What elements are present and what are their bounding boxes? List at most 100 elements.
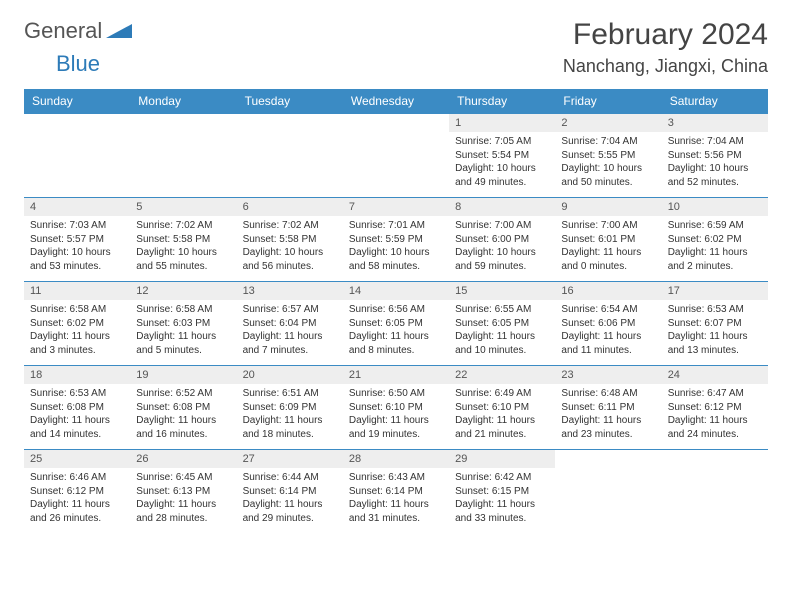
daynum-cell: 28 xyxy=(343,450,449,469)
daylight-line: Daylight: 11 hours and 3 minutes. xyxy=(30,330,124,357)
daylight-line: Daylight: 11 hours and 13 minutes. xyxy=(668,330,762,357)
daynum-cell: 9 xyxy=(555,198,661,217)
sunset-line: Sunset: 5:55 PM xyxy=(561,149,655,163)
daylight-line: Daylight: 10 hours and 56 minutes. xyxy=(243,246,337,273)
sunset-line: Sunset: 6:04 PM xyxy=(243,317,337,331)
sunset-line: Sunset: 6:08 PM xyxy=(30,401,124,415)
daylight-line: Daylight: 11 hours and 23 minutes. xyxy=(561,414,655,441)
day-header-thursday: Thursday xyxy=(449,89,555,114)
daylight-line: Daylight: 11 hours and 29 minutes. xyxy=(243,498,337,525)
day-header-friday: Friday xyxy=(555,89,661,114)
daylight-line: Daylight: 11 hours and 11 minutes. xyxy=(561,330,655,357)
daynum-cell: 2 xyxy=(555,114,661,133)
empty-daynum-cell xyxy=(662,450,768,469)
day-detail-cell: Sunrise: 6:54 AMSunset: 6:06 PMDaylight:… xyxy=(555,300,661,366)
day-detail-cell: Sunrise: 6:49 AMSunset: 6:10 PMDaylight:… xyxy=(449,384,555,450)
daynum-cell: 3 xyxy=(662,114,768,133)
sunrise-line: Sunrise: 6:52 AM xyxy=(136,387,230,401)
daynum-cell: 6 xyxy=(237,198,343,217)
sunset-line: Sunset: 6:05 PM xyxy=(455,317,549,331)
sunset-line: Sunset: 6:13 PM xyxy=(136,485,230,499)
daylight-line: Daylight: 11 hours and 2 minutes. xyxy=(668,246,762,273)
week-detail-row: Sunrise: 6:46 AMSunset: 6:12 PMDaylight:… xyxy=(24,468,768,533)
sunset-line: Sunset: 6:09 PM xyxy=(243,401,337,415)
week-daynum-row: 2526272829 xyxy=(24,450,768,469)
daynum-cell: 12 xyxy=(130,282,236,301)
month-title: February 2024 xyxy=(563,18,768,52)
daylight-line: Daylight: 10 hours and 49 minutes. xyxy=(455,162,549,189)
daynum-cell: 5 xyxy=(130,198,236,217)
daylight-line: Daylight: 11 hours and 10 minutes. xyxy=(455,330,549,357)
daynum-cell: 20 xyxy=(237,366,343,385)
calendar-table: SundayMondayTuesdayWednesdayThursdayFrid… xyxy=(24,89,768,533)
sunset-line: Sunset: 6:14 PM xyxy=(243,485,337,499)
week-daynum-row: 123 xyxy=(24,114,768,133)
sunset-line: Sunset: 6:15 PM xyxy=(455,485,549,499)
day-header-monday: Monday xyxy=(130,89,236,114)
day-header-sunday: Sunday xyxy=(24,89,130,114)
sunrise-line: Sunrise: 6:53 AM xyxy=(668,303,762,317)
week-daynum-row: 45678910 xyxy=(24,198,768,217)
daylight-line: Daylight: 11 hours and 0 minutes. xyxy=(561,246,655,273)
daylight-line: Daylight: 10 hours and 58 minutes. xyxy=(349,246,443,273)
daylight-line: Daylight: 11 hours and 21 minutes. xyxy=(455,414,549,441)
brand-logo: General xyxy=(24,18,134,44)
week-detail-row: Sunrise: 7:03 AMSunset: 5:57 PMDaylight:… xyxy=(24,216,768,282)
empty-detail-cell xyxy=(662,468,768,533)
day-detail-cell: Sunrise: 6:47 AMSunset: 6:12 PMDaylight:… xyxy=(662,384,768,450)
sunrise-line: Sunrise: 6:59 AM xyxy=(668,219,762,233)
day-detail-cell: Sunrise: 6:50 AMSunset: 6:10 PMDaylight:… xyxy=(343,384,449,450)
brand-triangle-icon xyxy=(106,20,132,43)
daynum-cell: 26 xyxy=(130,450,236,469)
sunset-line: Sunset: 5:58 PM xyxy=(243,233,337,247)
day-detail-cell: Sunrise: 7:03 AMSunset: 5:57 PMDaylight:… xyxy=(24,216,130,282)
empty-detail-cell xyxy=(130,132,236,198)
daylight-line: Daylight: 11 hours and 7 minutes. xyxy=(243,330,337,357)
sunrise-line: Sunrise: 7:02 AM xyxy=(136,219,230,233)
daynum-cell: 24 xyxy=(662,366,768,385)
day-detail-cell: Sunrise: 6:55 AMSunset: 6:05 PMDaylight:… xyxy=(449,300,555,366)
daynum-cell: 15 xyxy=(449,282,555,301)
day-header-tuesday: Tuesday xyxy=(237,89,343,114)
sunset-line: Sunset: 6:12 PM xyxy=(668,401,762,415)
day-detail-cell: Sunrise: 7:05 AMSunset: 5:54 PMDaylight:… xyxy=(449,132,555,198)
sunset-line: Sunset: 6:03 PM xyxy=(136,317,230,331)
sunrise-line: Sunrise: 6:53 AM xyxy=(30,387,124,401)
daynum-cell: 27 xyxy=(237,450,343,469)
day-detail-cell: Sunrise: 6:48 AMSunset: 6:11 PMDaylight:… xyxy=(555,384,661,450)
day-detail-cell: Sunrise: 7:04 AMSunset: 5:55 PMDaylight:… xyxy=(555,132,661,198)
daynum-cell: 18 xyxy=(24,366,130,385)
daynum-cell: 14 xyxy=(343,282,449,301)
empty-detail-cell xyxy=(343,132,449,198)
week-detail-row: Sunrise: 6:53 AMSunset: 6:08 PM Daylight:… xyxy=(24,384,768,450)
day-detail-cell: Sunrise: 7:00 AMSunset: 6:00 PMDaylight:… xyxy=(449,216,555,282)
day-detail-cell: Sunrise: 6:57 AMSunset: 6:04 PMDaylight:… xyxy=(237,300,343,366)
day-detail-cell: Sunrise: 7:02 AMSunset: 5:58 PMDaylight:… xyxy=(130,216,236,282)
empty-daynum-cell xyxy=(555,450,661,469)
sunset-line: Sunset: 6:01 PM xyxy=(561,233,655,247)
sunrise-line: Sunrise: 6:58 AM xyxy=(136,303,230,317)
sunrise-line: Sunrise: 6:54 AM xyxy=(561,303,655,317)
sunrise-line: Sunrise: 7:04 AM xyxy=(668,135,762,149)
daynum-cell: 1 xyxy=(449,114,555,133)
day-detail-cell: Sunrise: 7:01 AMSunset: 5:59 PMDaylight:… xyxy=(343,216,449,282)
day-detail-cell: Sunrise: 7:00 AMSunset: 6:01 PMDaylight:… xyxy=(555,216,661,282)
week-daynum-row: 11121314151617 xyxy=(24,282,768,301)
day-detail-cell: Sunrise: 7:04 AMSunset: 5:56 PMDaylight:… xyxy=(662,132,768,198)
daynum-cell: 10 xyxy=(662,198,768,217)
sunrise-line: Sunrise: 6:50 AM xyxy=(349,387,443,401)
sunrise-line: Sunrise: 6:46 AM xyxy=(30,471,124,485)
daynum-cell: 4 xyxy=(24,198,130,217)
location-text: Nanchang, Jiangxi, China xyxy=(563,56,768,77)
sunset-line: Sunset: 6:06 PM xyxy=(561,317,655,331)
day-detail-cell: Sunrise: 6:53 AMSunset: 6:08 PMDaylight:… xyxy=(24,384,130,450)
sunrise-line: Sunrise: 7:00 AM xyxy=(561,219,655,233)
sunset-line: Sunset: 6:05 PM xyxy=(349,317,443,331)
daylight-line: Daylight: 11 hours and 31 minutes. xyxy=(349,498,443,525)
day-detail-cell: Sunrise: 6:58 AMSunset: 6:03 PMDaylight:… xyxy=(130,300,236,366)
day-detail-cell: Sunrise: 6:56 AMSunset: 6:05 PMDaylight:… xyxy=(343,300,449,366)
sunset-line: Sunset: 6:14 PM xyxy=(349,485,443,499)
sunrise-line: Sunrise: 7:03 AM xyxy=(30,219,124,233)
daynum-cell: 7 xyxy=(343,198,449,217)
daynum-cell: 19 xyxy=(130,366,236,385)
